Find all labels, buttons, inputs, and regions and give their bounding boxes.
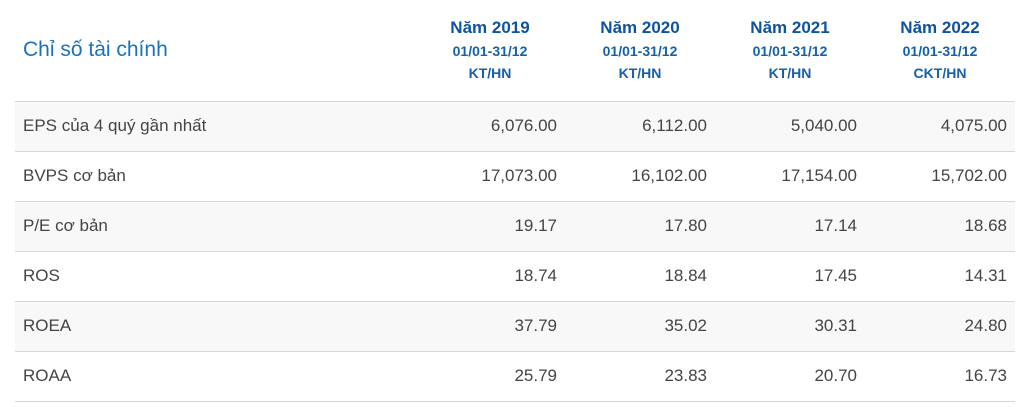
cell-value: 6,076.00 — [415, 100, 565, 152]
cell-value: 6,112.00 — [565, 100, 715, 152]
cell-value: 35.02 — [565, 301, 715, 352]
cell-value: 20.70 — [715, 351, 865, 402]
basis-label: KT/HN — [468, 65, 512, 82]
row-label: ROS — [15, 251, 415, 302]
year-label: Năm 2021 — [750, 18, 830, 38]
cell-value: 4,075.00 — [865, 100, 1015, 152]
cell-value: 18.68 — [865, 201, 1015, 252]
period-label: 01/01-31/12 — [452, 43, 528, 60]
cell-value: 17,154.00 — [715, 151, 865, 202]
table-row-roea: ROEA 37.79 35.02 30.31 24.80 — [15, 301, 1015, 352]
cell-value: 17.45 — [715, 251, 865, 302]
period-label: 01/01-31/12 — [752, 43, 828, 60]
cell-value: 18.84 — [565, 251, 715, 302]
table-header: Chỉ số tài chính Năm 2019 01/01-31/12 KT… — [15, 0, 1015, 101]
cell-value: 16.73 — [865, 351, 1015, 402]
cell-value: 30.31 — [715, 301, 865, 352]
table-row-eps: EPS của 4 quý gần nhất 6,076.00 6,112.00… — [15, 100, 1015, 152]
row-label: ROAA — [15, 351, 415, 402]
column-header-2021: Năm 2021 01/01-31/12 KT/HN — [715, 0, 865, 101]
column-header-2019: Năm 2019 01/01-31/12 KT/HN — [415, 0, 565, 101]
table-body: EPS của 4 quý gần nhất 6,076.00 6,112.00… — [15, 100, 1015, 402]
row-label: P/E cơ bản — [15, 201, 415, 252]
cell-value: 18.74 — [415, 251, 565, 302]
cell-value: 5,040.00 — [715, 100, 865, 152]
financial-indicators-table: Chỉ số tài chính Năm 2019 01/01-31/12 KT… — [15, 0, 1015, 402]
column-header-2022: Năm 2022 01/01-31/12 CKT/HN — [865, 0, 1015, 101]
year-label: Năm 2020 — [600, 18, 680, 38]
table-row-roaa: ROAA 25.79 23.83 20.70 16.73 — [15, 351, 1015, 402]
column-header-2020: Năm 2020 01/01-31/12 KT/HN — [565, 0, 715, 101]
cell-value: 23.83 — [565, 351, 715, 402]
cell-value: 25.79 — [415, 351, 565, 402]
year-label: Năm 2019 — [450, 18, 530, 38]
basis-label: KT/HN — [768, 65, 812, 82]
cell-value: 17,073.00 — [415, 151, 565, 202]
cell-value: 24.80 — [865, 301, 1015, 352]
year-label: Năm 2022 — [900, 18, 980, 38]
table-row-ros: ROS 18.74 18.84 17.45 14.31 — [15, 251, 1015, 302]
cell-value: 19.17 — [415, 201, 565, 252]
period-label: 01/01-31/12 — [902, 43, 978, 60]
basis-label: CKT/HN — [913, 65, 967, 82]
cell-value: 17.14 — [715, 201, 865, 252]
page-title: Chỉ số tài chính — [23, 38, 168, 62]
cell-value: 17.80 — [565, 201, 715, 252]
row-label: EPS của 4 quý gần nhất — [15, 100, 415, 152]
period-label: 01/01-31/12 — [602, 43, 678, 60]
row-label: ROEA — [15, 301, 415, 352]
row-label: BVPS cơ bản — [15, 151, 415, 202]
table-row-bvps: BVPS cơ bản 17,073.00 16,102.00 17,154.0… — [15, 151, 1015, 202]
cell-value: 16,102.00 — [565, 151, 715, 202]
cell-value: 37.79 — [415, 301, 565, 352]
cell-value: 14.31 — [865, 251, 1015, 302]
cell-value: 15,702.00 — [865, 151, 1015, 202]
table-row-pe: P/E cơ bản 19.17 17.80 17.14 18.68 — [15, 201, 1015, 252]
basis-label: KT/HN — [618, 65, 662, 82]
header-row: Chỉ số tài chính Năm 2019 01/01-31/12 KT… — [15, 0, 1015, 101]
